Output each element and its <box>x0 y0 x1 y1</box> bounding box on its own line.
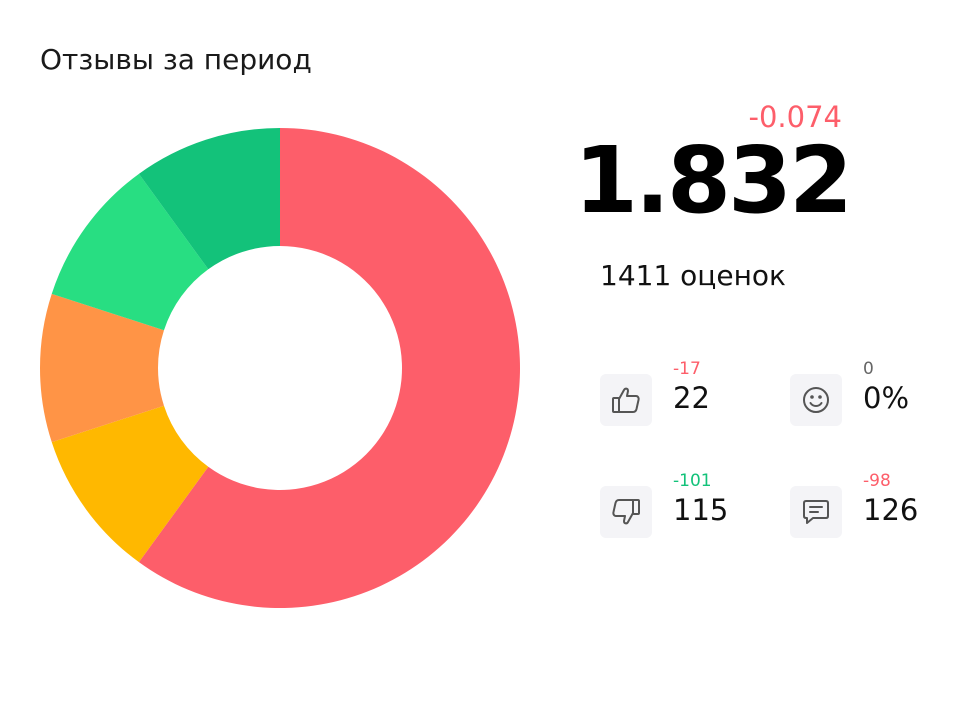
thumbs-down-icon <box>600 486 652 538</box>
ratings-count: 1411 оценок <box>600 259 786 292</box>
dislikes-delta: -101 <box>673 471 712 491</box>
stat-dislikes: -101 115 <box>600 471 780 538</box>
comments-value: 126 <box>863 493 919 527</box>
smiles-delta: 0 <box>863 359 874 379</box>
donut-slice-2 <box>51 405 209 563</box>
smile-icon <box>790 374 842 426</box>
donut-slice-5 <box>138 128 280 270</box>
rating-score: 1.832 <box>573 127 853 234</box>
comment-icon <box>790 486 842 538</box>
stat-comments: -98 126 <box>790 471 970 538</box>
donut-slice-3 <box>39 293 164 443</box>
rating-donut-chart <box>39 128 520 608</box>
likes-delta: -17 <box>673 359 701 379</box>
rating-delta: -0.074 <box>748 100 843 134</box>
comments-delta: -98 <box>863 471 891 491</box>
donut-slice-4 <box>51 173 209 331</box>
page-title: Отзывы за период <box>40 43 312 76</box>
dislikes-value: 115 <box>673 493 729 527</box>
likes-value: 22 <box>673 381 710 415</box>
donut-slice-1 <box>138 128 520 608</box>
stat-likes: -17 22 <box>600 359 780 426</box>
smiles-value: 0% <box>863 381 910 415</box>
stat-smiles: 0 0% <box>790 359 970 426</box>
thumbs-up-icon <box>600 374 652 426</box>
